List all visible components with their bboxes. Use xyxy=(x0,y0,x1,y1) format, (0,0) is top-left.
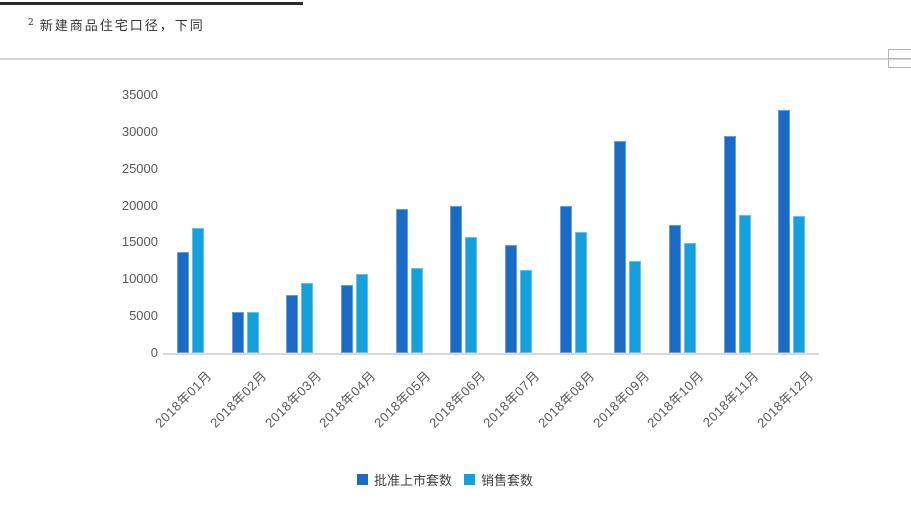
chart-object[interactable]: 批准上市套数 销售套数 0 5000 10000 15000 20000 25000 3000… xyxy=(0,62,911,502)
bar-sold xyxy=(410,268,423,353)
bar-sold xyxy=(574,232,587,353)
y-tick-label: 35000 xyxy=(121,87,158,102)
bar-approved xyxy=(176,252,189,353)
bar-approved xyxy=(668,224,681,353)
footnote-marker: 2 xyxy=(28,17,34,28)
bar-sold xyxy=(301,282,314,353)
bar-sold xyxy=(355,274,368,353)
table-cell xyxy=(888,58,911,68)
legend-swatch-icon xyxy=(356,474,368,485)
bar-approved xyxy=(504,244,517,353)
bar-sold xyxy=(246,312,259,353)
bar-approved xyxy=(286,294,299,353)
y-tick-label: 25000 xyxy=(121,160,158,176)
footnote: 2 新建商品住宅口径，下同 xyxy=(28,15,205,34)
y-tick-label: 0 xyxy=(150,345,158,360)
legend-swatch-icon xyxy=(464,474,475,485)
bar-approved xyxy=(395,208,408,353)
bar-approved xyxy=(340,285,353,353)
y-tick-label: 20000 xyxy=(121,197,158,213)
bar-sold xyxy=(629,260,642,353)
bar-approved xyxy=(559,205,572,353)
legend-item: 批准上市套数 xyxy=(356,470,452,489)
y-tick-label: 5000 xyxy=(129,308,158,324)
legend-label: 批准上市套数 xyxy=(373,473,452,488)
section-divider xyxy=(0,58,911,60)
bar-sold xyxy=(519,269,532,353)
bar-sold xyxy=(683,243,696,353)
table-fragment xyxy=(888,49,911,68)
footnote-divider xyxy=(0,2,303,5)
bar-approved xyxy=(614,141,627,353)
y-tick-label: 10000 xyxy=(121,271,158,287)
legend-item: 销售套数 xyxy=(464,470,533,489)
y-tick-label: 15000 xyxy=(121,234,158,250)
bar-approved xyxy=(778,109,791,353)
y-tick-label: 30000 xyxy=(121,123,158,139)
bar-sold xyxy=(793,215,806,353)
bar-approved xyxy=(450,205,463,353)
legend-label: 销售套数 xyxy=(481,473,534,488)
footnote-text: 新建商品住宅口径，下同 xyxy=(39,19,205,34)
x-axis-line xyxy=(163,353,819,355)
bar-approved xyxy=(723,135,736,353)
legend: 批准上市套数 销售套数 xyxy=(0,470,890,489)
bar-sold xyxy=(191,227,204,353)
bar-sold xyxy=(465,236,478,353)
bar-sold xyxy=(738,215,751,353)
bar-approved xyxy=(231,311,244,353)
